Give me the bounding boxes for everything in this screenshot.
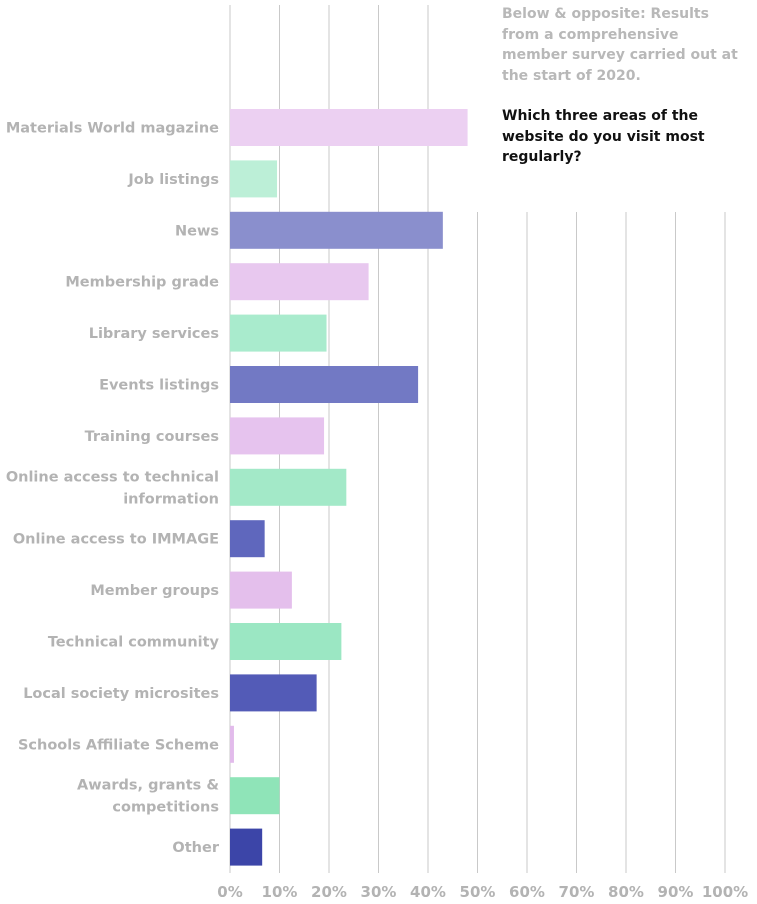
bar-8 — [230, 520, 265, 558]
tick-label-80: 80% — [608, 883, 644, 901]
tick-label-30: 30% — [361, 883, 397, 901]
tick-label-100: 100% — [702, 883, 748, 901]
bar-2 — [230, 211, 443, 249]
category-label-0: Materials World magazine — [6, 121, 219, 137]
bar-0 — [230, 109, 468, 146]
bar-7 — [230, 468, 347, 506]
category-label-8: Online access to IMMAGE — [13, 532, 219, 548]
bar-1 — [230, 160, 278, 198]
x-axis-tick-labels: 0% 10% 20% 30% 40% 50% 60% 70% 80% 90% 100% — [217, 883, 748, 901]
category-label-10: Technical community — [48, 635, 220, 651]
bar-4 — [230, 314, 327, 352]
bars — [230, 109, 468, 866]
bar-11 — [230, 674, 317, 712]
category-label-1: Job listings — [127, 172, 219, 188]
bar-14 — [230, 828, 263, 866]
category-label-9: Member groups — [90, 583, 219, 599]
gridlines — [229, 5, 726, 873]
bar-6 — [230, 417, 325, 455]
bar-13 — [230, 777, 280, 815]
tick-label-90: 90% — [658, 883, 694, 901]
tick-label-40: 40% — [410, 883, 446, 901]
tick-label-20: 20% — [311, 883, 347, 901]
category-label-11: Local society microsites — [23, 686, 219, 702]
bar-9 — [230, 571, 292, 609]
category-label-14: Other — [172, 840, 219, 856]
tick-label-60: 60% — [509, 883, 545, 901]
tick-label-50: 50% — [460, 883, 496, 901]
question-title: Which three areas of the website do you … — [502, 108, 705, 165]
category-label-4: Library services — [89, 326, 219, 342]
category-label-13: Awards, grants & competitions — [77, 778, 219, 816]
caption-block: Below & opposite: Results from a compreh… — [502, 4, 742, 168]
category-label-7: Online access to technical information — [6, 469, 219, 507]
bar-12 — [230, 725, 234, 763]
category-label-12: Schools Affiliate Scheme — [18, 737, 219, 753]
tick-label-70: 70% — [559, 883, 595, 901]
category-label-3: Membership grade — [65, 275, 219, 291]
category-label-2: News — [175, 223, 219, 239]
bar-10 — [230, 623, 342, 660]
tick-label-10: 10% — [262, 883, 298, 901]
tick-label-0: 0% — [217, 883, 242, 901]
category-label-6: Training courses — [85, 429, 219, 445]
bar-5 — [230, 366, 419, 403]
bar-3 — [230, 263, 369, 301]
caption-text: Below & opposite: Results from a compreh… — [502, 6, 738, 84]
category-label-5: Events listings — [99, 378, 219, 394]
category-labels: Materials World magazine Job listings News… — [6, 121, 220, 857]
